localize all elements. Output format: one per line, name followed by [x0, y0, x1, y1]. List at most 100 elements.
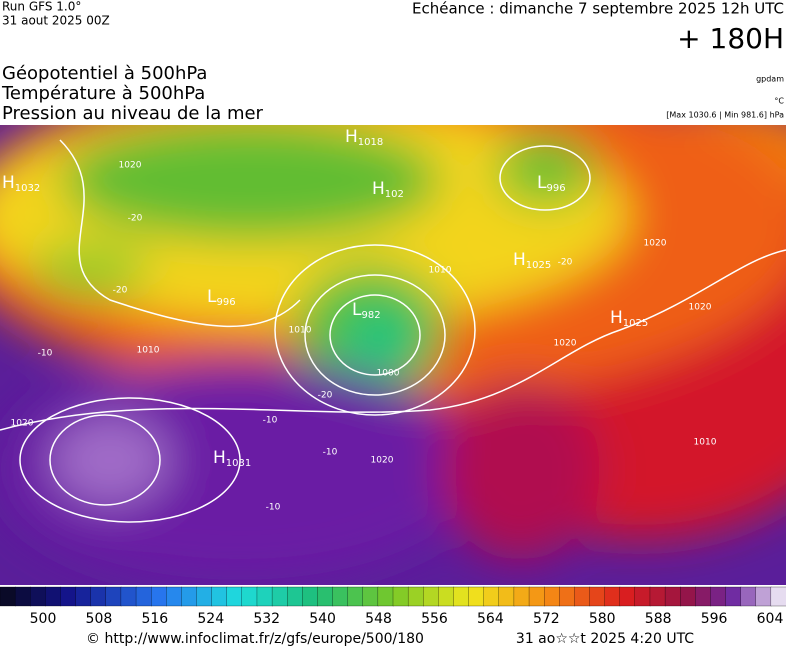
center-type: L	[352, 300, 362, 320]
colorbar-swatch	[649, 586, 666, 607]
contour-label: 1020	[371, 456, 394, 466]
colorbar-swatch	[407, 586, 424, 607]
center-type: H	[372, 179, 385, 199]
colorbar-swatch	[75, 586, 92, 607]
pressure-center: H1018	[345, 127, 383, 148]
contour-label: 1000	[377, 369, 400, 379]
contour-label: 1020	[689, 303, 712, 313]
colorbar-swatch	[14, 586, 31, 607]
colorbar-swatch	[196, 586, 213, 607]
layer-label: Pression au niveau de la mer	[2, 103, 264, 124]
pressure-center: L996	[207, 287, 236, 308]
colorbar-swatch	[0, 586, 16, 607]
colorbar: 500 508 516 524 532 540 548 556 564 572 580 588 596 6…	[0, 586, 786, 627]
colorbar-tick-label: 524	[197, 611, 224, 627]
unit-label: [Max 1030.6 | Min 981.6] hPa	[666, 111, 784, 120]
center-value: 996	[546, 183, 565, 194]
colorbar-swatch	[483, 586, 500, 607]
colorbar-swatch	[392, 586, 409, 607]
contour-label: 1020	[119, 161, 142, 171]
colorbar-swatch	[498, 586, 515, 607]
contour-label: -20	[318, 391, 333, 401]
colorbar-swatch	[619, 586, 636, 607]
footer-time: 31 ao☆☆t 2025 4:20 UTC	[516, 631, 694, 647]
colorbar-swatch	[423, 586, 439, 607]
colorbar-swatch	[45, 586, 62, 607]
colorbar-swatch	[695, 586, 712, 607]
colorbar-tick-label: 596	[701, 611, 728, 627]
pressure-center: H1025	[513, 250, 551, 271]
colorbar-swatch	[574, 586, 591, 607]
center-type: H	[345, 127, 358, 147]
colorbar-swatch	[634, 586, 651, 607]
run-label: Run GFS 1.0°	[2, 0, 81, 14]
center-value: 102	[385, 189, 404, 200]
colorbar-swatch	[302, 586, 319, 607]
center-value: 1025	[623, 318, 648, 329]
center-type: L	[537, 173, 547, 193]
contour-label: 1020	[644, 239, 667, 249]
colorbar-swatch	[90, 586, 107, 607]
colorbar-tick-label: 540	[309, 611, 336, 627]
colorbar-swatch	[287, 586, 303, 607]
unit-label: gpdam	[756, 75, 784, 84]
colorbar-swatch	[528, 586, 545, 607]
layer-label: Géopotentiel à 500hPa	[2, 63, 207, 84]
colorbar-swatch	[151, 586, 167, 607]
unit-label: °C	[774, 97, 784, 106]
center-value: 1018	[358, 137, 383, 148]
layer-label: Température à 500hPa	[1, 83, 205, 104]
colorbar-swatch	[680, 586, 696, 607]
colorbar-swatch	[559, 586, 576, 607]
pressure-center: L982	[352, 300, 381, 321]
colorbar-swatch	[135, 586, 152, 607]
contour-label: -10	[266, 503, 281, 513]
center-value: 1025	[526, 260, 551, 271]
colorbar-swatch	[438, 586, 455, 607]
colorbar-swatch	[710, 586, 727, 607]
run-date: 31 aout 2025 00Z	[2, 14, 110, 28]
contour-label: -10	[323, 448, 338, 458]
colorbar-swatch	[377, 586, 394, 607]
colorbar-tick-label: 604	[757, 611, 784, 627]
colorbar-swatch	[664, 586, 681, 607]
map-field	[0, 125, 786, 585]
colorbar-swatch	[317, 586, 334, 607]
colorbar-tick-label: 572	[533, 611, 560, 627]
colorbar-swatch	[468, 586, 485, 607]
center-type: H	[2, 173, 15, 193]
contour-label: -10	[38, 349, 53, 359]
center-value: 996	[216, 297, 235, 308]
colorbar-swatch	[120, 586, 137, 607]
colorbar-swatch	[513, 586, 530, 607]
contour-label: -20	[128, 214, 143, 224]
pressure-center: H102	[372, 179, 404, 200]
contour-label: -20	[558, 258, 573, 268]
colorbar-swatch	[271, 586, 288, 607]
pressure-center: H1031	[213, 448, 251, 469]
colorbar-swatch	[256, 586, 273, 607]
center-value: 1032	[15, 183, 40, 194]
footer-url: © http://www.infoclimat.fr/z/gfs/europe/…	[86, 631, 424, 647]
contour-label: -20	[113, 286, 128, 296]
colorbar-swatch	[181, 586, 198, 607]
lead-time: + 180H	[677, 22, 784, 55]
pressure-center: H1032	[2, 173, 40, 194]
contour-label: 1020	[11, 419, 34, 429]
center-value: 1031	[226, 458, 251, 469]
valid-time: Echéance : dimanche 7 septembre 2025 12h…	[412, 0, 784, 18]
colorbar-tick-label: 548	[365, 611, 392, 627]
colorbar-swatch	[544, 586, 560, 607]
colorbar-tick-label: 500	[30, 611, 57, 627]
isobars	[0, 139, 786, 523]
colorbar-swatch	[30, 586, 46, 607]
colorbar-tick-label: 564	[477, 611, 504, 627]
center-type: H	[513, 250, 526, 270]
contour-label: 1010	[429, 266, 452, 276]
colorbar-tick-label: 532	[253, 611, 280, 627]
colorbar-swatch	[589, 586, 606, 607]
center-value: 982	[361, 310, 380, 321]
center-type: H	[610, 308, 623, 328]
